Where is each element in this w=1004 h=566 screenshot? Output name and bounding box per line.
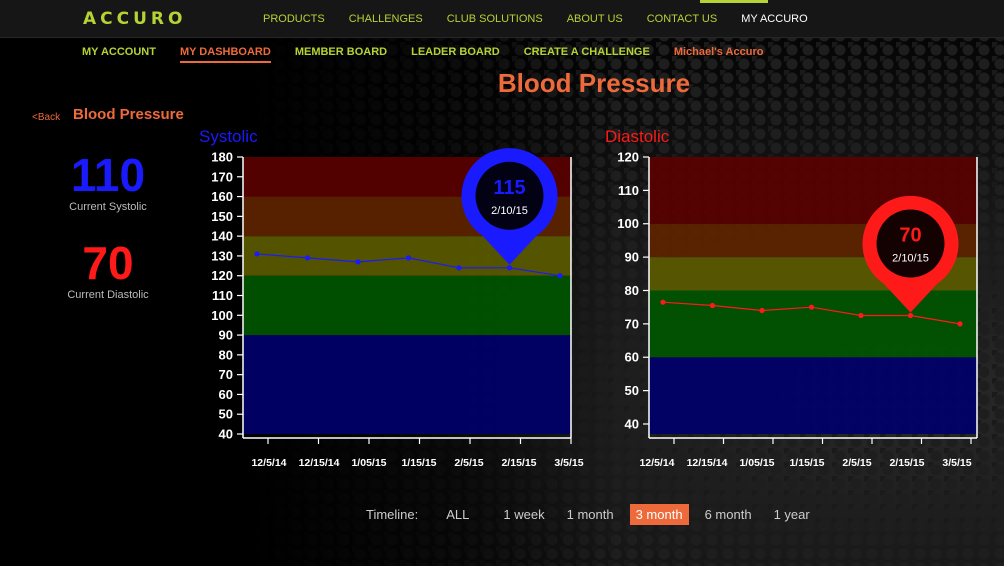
top-nav-products[interactable]: PRODUCTS [263, 13, 325, 25]
systolic-x-tick-label-6: 3/5/15 [554, 457, 583, 469]
current-systolic-label: Current Systolic [69, 201, 147, 213]
diastolic-y-tick-label-70: 70 [625, 316, 639, 331]
current-systolic-value: 110 [70, 149, 146, 201]
sub-nav-user-accuro[interactable]: Michael's Accuro [673, 46, 764, 58]
diastolic-data-point-3 [808, 304, 815, 310]
systolic-x-tick-label-5: 2/15/15 [501, 457, 536, 469]
diastolic-data-point-6 [957, 321, 963, 327]
timeline-option-all[interactable]: ALL [446, 507, 470, 522]
top-nav-active-indicator [700, 0, 768, 3]
sub-nav-my-account[interactable]: MY ACCOUNT [82, 46, 156, 58]
systolic-y-tick-label-110: 110 [212, 288, 233, 303]
systolic-data-point-2 [355, 259, 361, 265]
diastolic-marker-inner [876, 209, 945, 278]
systolic-data-point-3 [405, 255, 412, 261]
diastolic-band-0 [649, 357, 977, 434]
systolic-y-tick-label-60: 60 [219, 387, 233, 402]
current-diastolic-value: 70 [82, 237, 134, 289]
diastolic-data-point-2 [759, 307, 765, 314]
top-nav-club-solutions[interactable]: CLUB SOLUTIONS [446, 13, 543, 25]
timeline-label: Timeline: [366, 507, 419, 522]
systolic-band-1 [243, 275, 571, 336]
systolic-marker-value: 115 [493, 177, 525, 199]
diastolic-x-tick-label-2: 1/05/15 [739, 457, 774, 469]
systolic-y-tick-label-150: 150 [211, 209, 233, 224]
systolic-y-tick-label-170: 170 [211, 169, 233, 184]
systolic-y-tick-label-80: 80 [219, 347, 233, 362]
systolic-y-tick-label-50: 50 [219, 407, 233, 422]
systolic-y-tick-label-160: 160 [211, 189, 233, 204]
timeline-option-6-month[interactable]: 6 month [704, 507, 752, 522]
systolic-y-tick-label-90: 90 [219, 328, 233, 343]
systolic-marker-date: 2/10/15 [491, 205, 528, 217]
diastolic-marker-value: 70 [899, 225, 921, 247]
systolic-x-tick-label-1: 12/15/14 [299, 457, 340, 469]
systolic-data-point-6 [557, 273, 563, 279]
page-title: Blood Pressure [497, 68, 691, 98]
systolic-chart-title: Systolic [199, 127, 258, 146]
diastolic-x-tick-label-6: 3/5/15 [942, 457, 971, 469]
diastolic-x-tick-label-0: 12/5/14 [639, 457, 674, 469]
diastolic-marker-date: 2/10/15 [892, 253, 929, 265]
timeline-option-3-month[interactable]: 3 month [629, 504, 689, 525]
diastolic-y-tick-label-80: 80 [625, 283, 639, 298]
top-bar: ACCURO PRODUCTS CHALLENGES CLUB SOLUTION… [0, 0, 1004, 38]
diastolic-x-tick-label-4: 2/5/15 [842, 457, 871, 469]
systolic-y-tick-label-40: 40 [219, 427, 233, 442]
systolic-y-tick-label-100: 100 [211, 308, 233, 323]
diastolic-band-1 [649, 290, 977, 358]
sub-nav-create-challenge[interactable]: CREATE A CHALLENGE [523, 46, 650, 58]
top-nav-contact-us[interactable]: CONTACT US [646, 13, 718, 25]
top-nav-my-accuro[interactable]: MY ACCURO [741, 13, 808, 25]
systolic-y-tick-label-180: 180 [211, 150, 233, 165]
diastolic-x-tick-label-5: 2/15/15 [889, 457, 924, 469]
back-link[interactable]: <Back [32, 112, 61, 123]
diastolic-data-point-1 [709, 302, 716, 309]
diastolic-data-point-5 [907, 312, 914, 319]
diastolic-y-tick-label-120: 120 [617, 150, 639, 165]
timeline-option-1-week[interactable]: 1 week [503, 507, 545, 522]
sub-nav-member-board[interactable]: MEMBER BOARD [294, 46, 388, 58]
systolic-y-tick-label-140: 140 [211, 229, 233, 244]
diastolic-chart-title: Diastolic [605, 127, 670, 146]
top-nav: PRODUCTS CHALLENGES CLUB SOLUTIONS ABOUT… [263, 13, 832, 25]
systolic-data-point-5 [506, 265, 513, 271]
sub-nav: MY ACCOUNT MY DASHBOARD MEMBER BOARD LEA… [82, 46, 787, 63]
diastolic-y-tick-label-50: 50 [625, 383, 639, 398]
systolic-data-point-0 [254, 251, 260, 257]
timeline-option-1-year[interactable]: 1 year [773, 507, 810, 522]
systolic-marker-inner [475, 161, 544, 230]
accuro-logo[interactable]: ACCURO [83, 9, 187, 29]
systolic-x-tick-label-0: 12/5/14 [251, 457, 286, 469]
diastolic-data-point-4 [858, 312, 864, 319]
top-nav-about-us[interactable]: ABOUT US [566, 13, 623, 25]
section-title: Blood Pressure [73, 106, 184, 123]
diastolic-y-tick-label-90: 90 [625, 250, 639, 265]
top-nav-challenges[interactable]: CHALLENGES [348, 13, 423, 25]
timeline-option-1-month[interactable]: 1 month [566, 507, 614, 522]
current-diastolic-label: Current Diastolic [67, 289, 149, 301]
systolic-y-tick-label-70: 70 [219, 367, 233, 382]
systolic-x-tick-label-2: 1/05/15 [351, 457, 386, 469]
systolic-y-tick-label-130: 130 [211, 248, 233, 263]
diastolic-y-tick-label-40: 40 [625, 416, 639, 431]
systolic-data-point-1 [304, 255, 311, 261]
diastolic-y-tick-label-110: 110 [618, 183, 639, 198]
sub-nav-my-dashboard[interactable]: MY DASHBOARD [179, 46, 271, 63]
systolic-y-tick-label-120: 120 [211, 268, 233, 283]
diastolic-y-tick-label-100: 100 [617, 216, 639, 231]
systolic-x-tick-label-4: 2/5/15 [454, 457, 483, 469]
sub-nav-leader-board[interactable]: LEADER BOARD [411, 46, 500, 58]
systolic-data-point-4 [456, 265, 462, 271]
diastolic-data-point-0 [660, 299, 666, 305]
timeline-selector: Timeline: ALL 1 week 1 month 3 month 6 m… [366, 504, 826, 525]
diastolic-x-tick-label-1: 12/15/14 [687, 457, 728, 469]
systolic-x-tick-label-3: 1/15/15 [401, 457, 436, 469]
diastolic-y-tick-label-60: 60 [625, 350, 639, 365]
diastolic-x-tick-label-3: 1/15/15 [789, 457, 824, 469]
systolic-band-0 [243, 335, 571, 434]
